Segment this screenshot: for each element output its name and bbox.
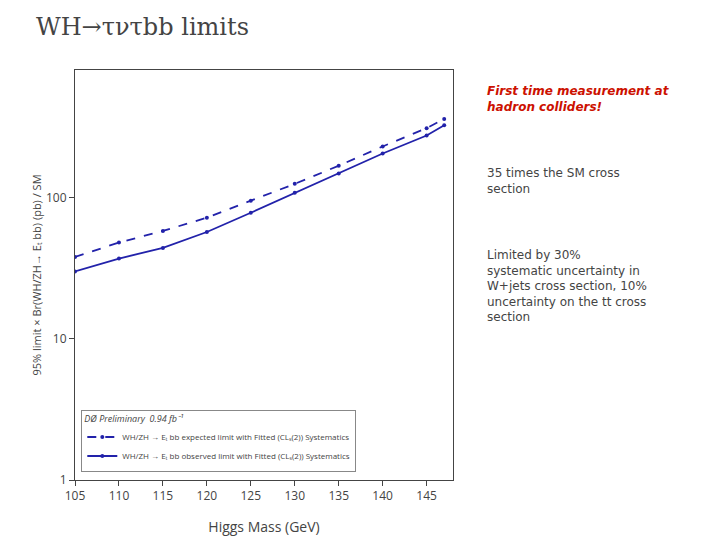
- svg-text:WH/ZH → Eₜ bb expected limit w: WH/ZH → Eₜ bb expected limit with Fitted…: [122, 431, 349, 442]
- svg-text:130: 130: [284, 487, 305, 504]
- svg-text:35 times the SM crosssection: 35 times the SM crosssection: [487, 166, 620, 196]
- svg-text:10: 10: [53, 330, 67, 347]
- svg-text:WH/ZH → Eₜ bb observed limit w: WH/ZH → Eₜ bb observed limit with Fitted…: [122, 450, 349, 461]
- svg-text:95% limit × Br(WH/ZH→ Eₜ bb) (: 95% limit × Br(WH/ZH→ Eₜ bb) (pb) / SM: [29, 174, 44, 375]
- svg-text:145: 145: [416, 487, 437, 504]
- svg-text:140: 140: [372, 487, 393, 504]
- svg-text:120: 120: [197, 487, 218, 504]
- svg-text:115: 115: [153, 487, 174, 504]
- svg-text:DØ Preliminary 0.94 fb⁻¹: DØ Preliminary 0.94 fb⁻¹: [84, 413, 184, 426]
- svg-text:Limited by 30%systematic uncer: Limited by 30%systematic uncertainty inW…: [487, 248, 647, 324]
- svg-text:1: 1: [60, 471, 67, 488]
- svg-text:125: 125: [241, 487, 262, 504]
- svg-text:135: 135: [328, 487, 349, 504]
- svg-text:First time measurement athadro: First time measurement athadron collider…: [487, 84, 670, 114]
- svg-text:Higgs Mass (GeV): Higgs Mass (GeV): [208, 517, 319, 536]
- svg-text:WH→τντbb limits: WH→τντbb limits: [36, 13, 249, 41]
- svg-text:105: 105: [65, 487, 86, 504]
- svg-text:100: 100: [46, 189, 67, 206]
- svg-text:110: 110: [109, 487, 130, 504]
